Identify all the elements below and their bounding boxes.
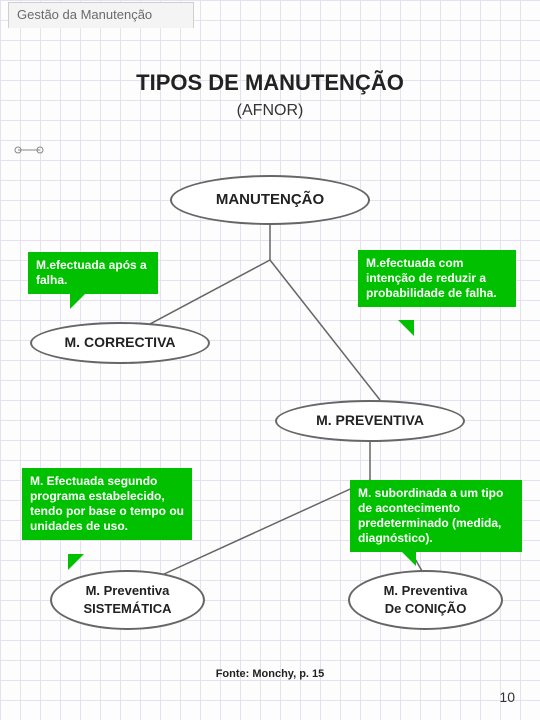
desc-correctiva-tail <box>70 293 86 309</box>
node-sistematica-l1: M. Preventiva <box>86 584 170 598</box>
node-condicao-l2: De CONIÇÃO <box>385 602 467 616</box>
desc-correctiva: M.efectuada após a falha. <box>28 252 158 294</box>
node-correctiva: M. CORRECTIVA <box>30 322 210 364</box>
desc-condicao: M. subordinada a um tipo de aconteciment… <box>350 480 522 552</box>
node-condicao: M. Preventiva De CONIÇÃO <box>348 570 503 630</box>
desc-sistematica: M. Efectuada segundo programa estabeleci… <box>22 468 192 540</box>
page-number: 10 <box>499 689 515 705</box>
desc-condicao-tail <box>400 550 416 566</box>
desc-preventiva: M.efectuada com intenção de reduzir a pr… <box>358 250 516 307</box>
desc-sistematica-tail <box>68 554 84 570</box>
source-text: Fonte: Monchy, p. 15 <box>0 668 540 680</box>
node-sistematica: M. Preventiva SISTEMÁTICA <box>50 570 205 630</box>
node-manutencao: MANUTENÇÃO <box>170 175 370 225</box>
node-sistematica-l2: SISTEMÁTICA <box>83 602 171 616</box>
node-condicao-l1: M. Preventiva <box>384 584 468 598</box>
desc-preventiva-tail <box>398 320 414 336</box>
node-preventiva: M. PREVENTIVA <box>275 400 465 442</box>
